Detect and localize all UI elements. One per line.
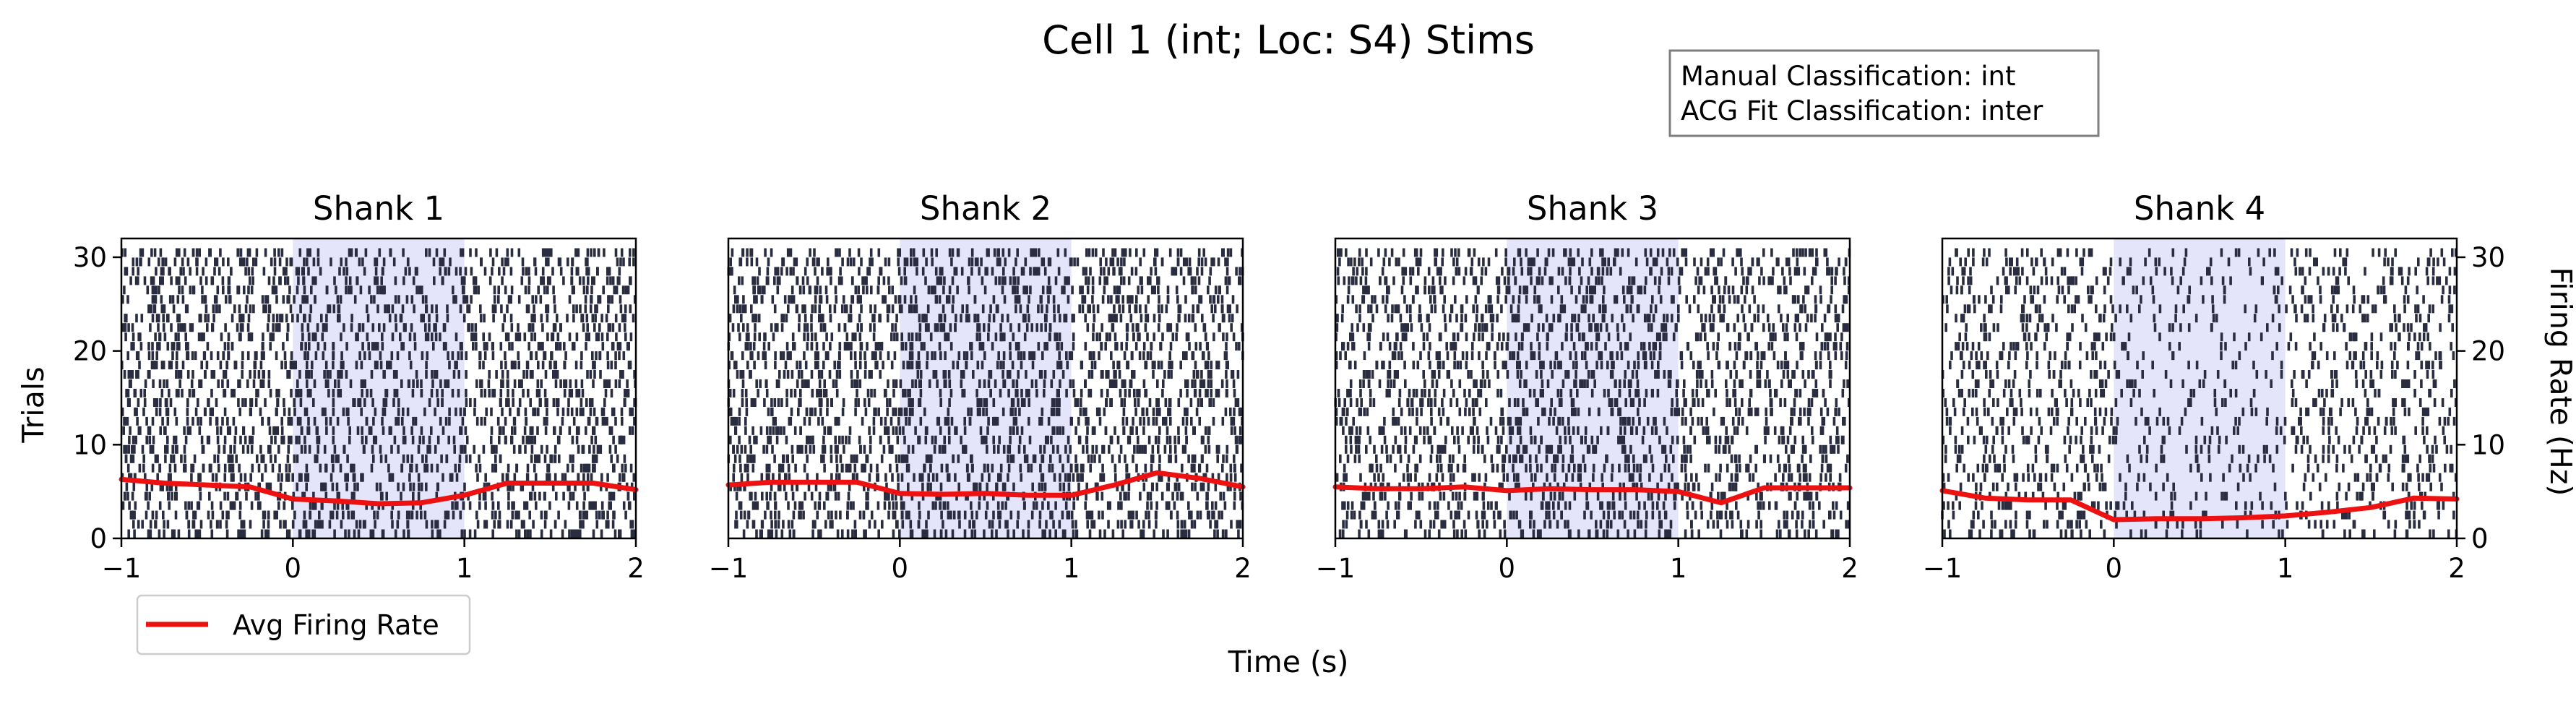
panel-title: Shank 2: [920, 189, 1051, 228]
y-tick-label: 10: [73, 429, 107, 460]
avg-firing-rate-line: [119, 476, 639, 507]
y-tick-label: 30: [73, 242, 107, 273]
panel-shank-2: Shank 2 −1 0 1 2: [709, 189, 1252, 584]
avg-firing-rate-line: [725, 470, 1246, 498]
y-tick-label: 20: [73, 336, 107, 367]
x-tick-label: 1: [1063, 553, 1080, 584]
plot-frame: [120, 237, 637, 540]
plot-frame: [727, 237, 1244, 540]
panel-shank-3: Shank 3−1 0 1 2: [1316, 189, 1858, 584]
acg-classification-text: ACG Fit Classification: inter: [1681, 95, 2043, 126]
panel-title: Shank 1: [313, 189, 444, 228]
figure-title: Cell 1 (int; Loc: S4) Stims: [1042, 17, 1535, 63]
x-tick-label: 2: [1234, 553, 1252, 584]
x-tick-label: 0: [892, 553, 909, 584]
x-tick-label: 2: [627, 553, 645, 584]
x-tick-label: −1: [102, 553, 142, 584]
classification-box-frame: [1668, 49, 2100, 137]
manual-classification-text: Manual Classification: int: [1681, 61, 2016, 92]
x-tick-label: 0: [285, 553, 302, 584]
x-tick-label: −1: [709, 553, 749, 584]
y-tick-label: 0: [90, 523, 107, 554]
x-tick-label: 1: [456, 553, 473, 584]
classification-box: Manual Classification: int ACG Fit Class…: [1668, 49, 2100, 137]
